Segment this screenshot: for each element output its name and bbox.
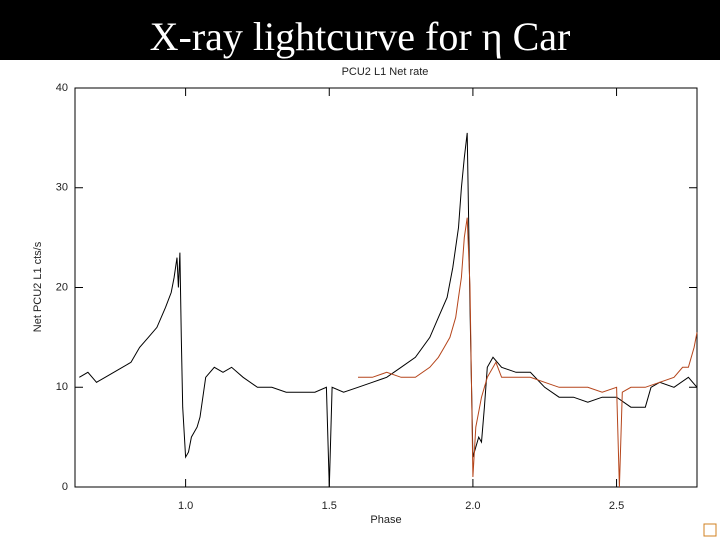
series-line (358, 217, 698, 488)
series-line (79, 132, 698, 488)
y-tick-label: 20 (56, 281, 68, 293)
chart-title: PCU2 L1 Net rate (342, 66, 429, 78)
slide-title: X-ray lightcurve for η Car (0, 0, 720, 60)
slide-icon (703, 523, 717, 537)
y-tick-label: 40 (56, 82, 68, 94)
plot-frame (74, 87, 698, 488)
x-tick-label: 1.5 (322, 500, 337, 512)
y-tick-label: 0 (62, 481, 68, 493)
x-axis-label: Phase (370, 514, 401, 526)
y-axis-label: Net PCU2 L1 cts/s (32, 241, 44, 332)
y-tick-label: 10 (56, 381, 68, 393)
x-tick-label: 2.0 (465, 500, 480, 512)
y-tick-label: 30 (56, 182, 68, 194)
x-tick-label: 1.0 (178, 500, 193, 512)
x-tick-label: 2.5 (609, 500, 624, 512)
